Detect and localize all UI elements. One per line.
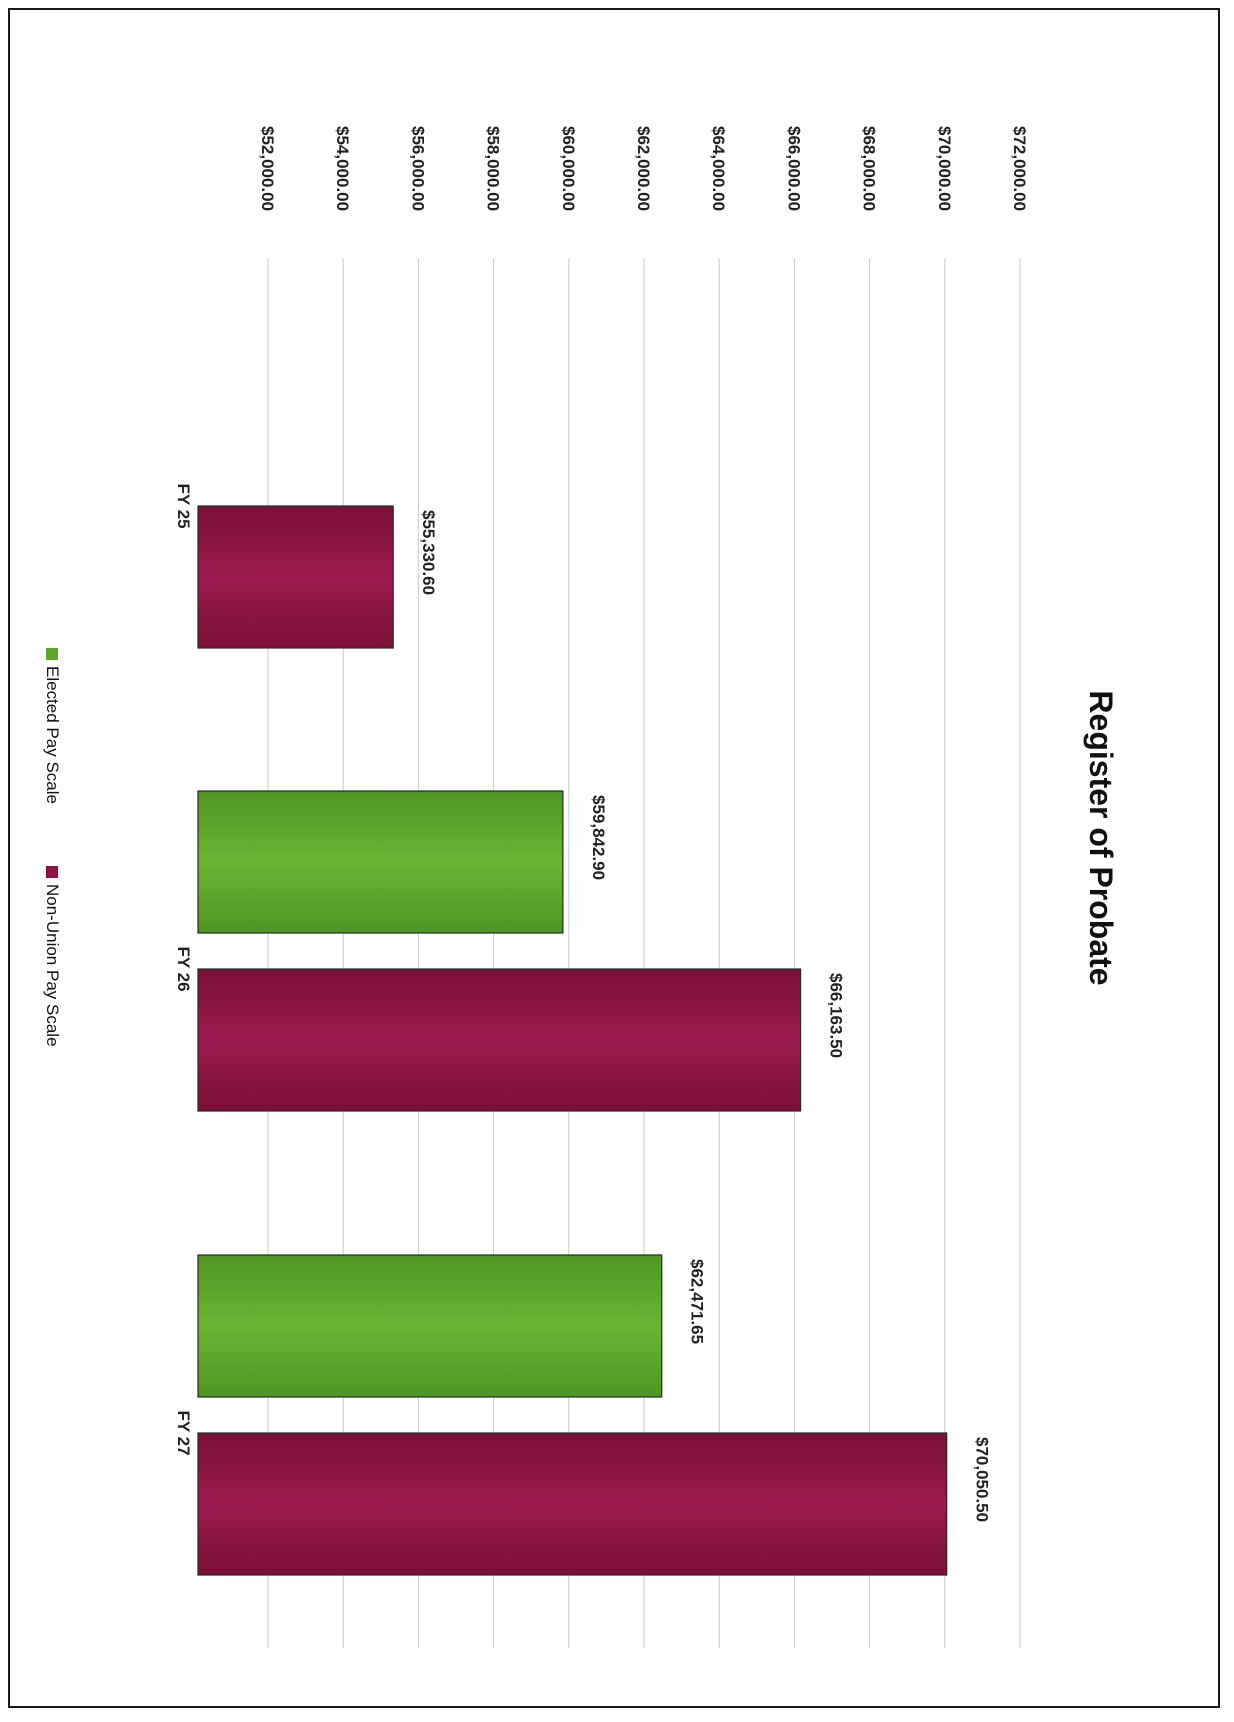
x-category-label: FY 25: [174, 483, 193, 528]
x-category-label: FY 27: [174, 1410, 193, 1455]
legend-swatch: [46, 866, 58, 878]
y-tick-label: $66,000.00: [784, 126, 803, 211]
y-tick-label: $62,000.00: [634, 126, 653, 211]
data-label: $66,163.50: [827, 973, 846, 1058]
y-tick-label: $56,000.00: [408, 126, 427, 211]
y-tick-label: $72,000.00: [1010, 126, 1029, 211]
y-tick-label: $58,000.00: [484, 126, 503, 211]
chart-title: Register of Probate: [1083, 690, 1119, 985]
data-label: $70,050.50: [973, 1437, 992, 1522]
bar-non-union-pay-scalefy2: [197, 1432, 948, 1576]
legend: Elected Pay Scale Non-Union Pay Scale: [43, 648, 62, 1047]
y-tick-label: $64,000.00: [709, 126, 728, 211]
bar-elected-pay-scalefy2: [197, 1254, 663, 1398]
y-tick-label: $68,000.00: [860, 126, 879, 211]
y-tick-label: $60,000.00: [559, 126, 578, 211]
data-label: $59,842.90: [589, 795, 608, 880]
y-tick-label: $70,000.00: [935, 126, 954, 211]
bar-elected-pay-scalefy1: [197, 790, 564, 934]
data-label: $62,471.65: [688, 1259, 707, 1344]
x-category-label: FY 26: [174, 946, 193, 991]
legend-swatch: [46, 648, 58, 660]
bar-non-union-pay-scalefy0: [197, 505, 394, 649]
bar-non-union-pay-scalefy1: [197, 968, 802, 1112]
y-tick-label: $54,000.00: [333, 126, 352, 211]
y-tick-label: $52,000.00: [258, 126, 277, 211]
legend-label: Non-Union Pay Scale: [43, 884, 62, 1047]
legend-label: Elected Pay Scale: [43, 666, 62, 804]
data-label: $55,330.60: [419, 510, 438, 595]
